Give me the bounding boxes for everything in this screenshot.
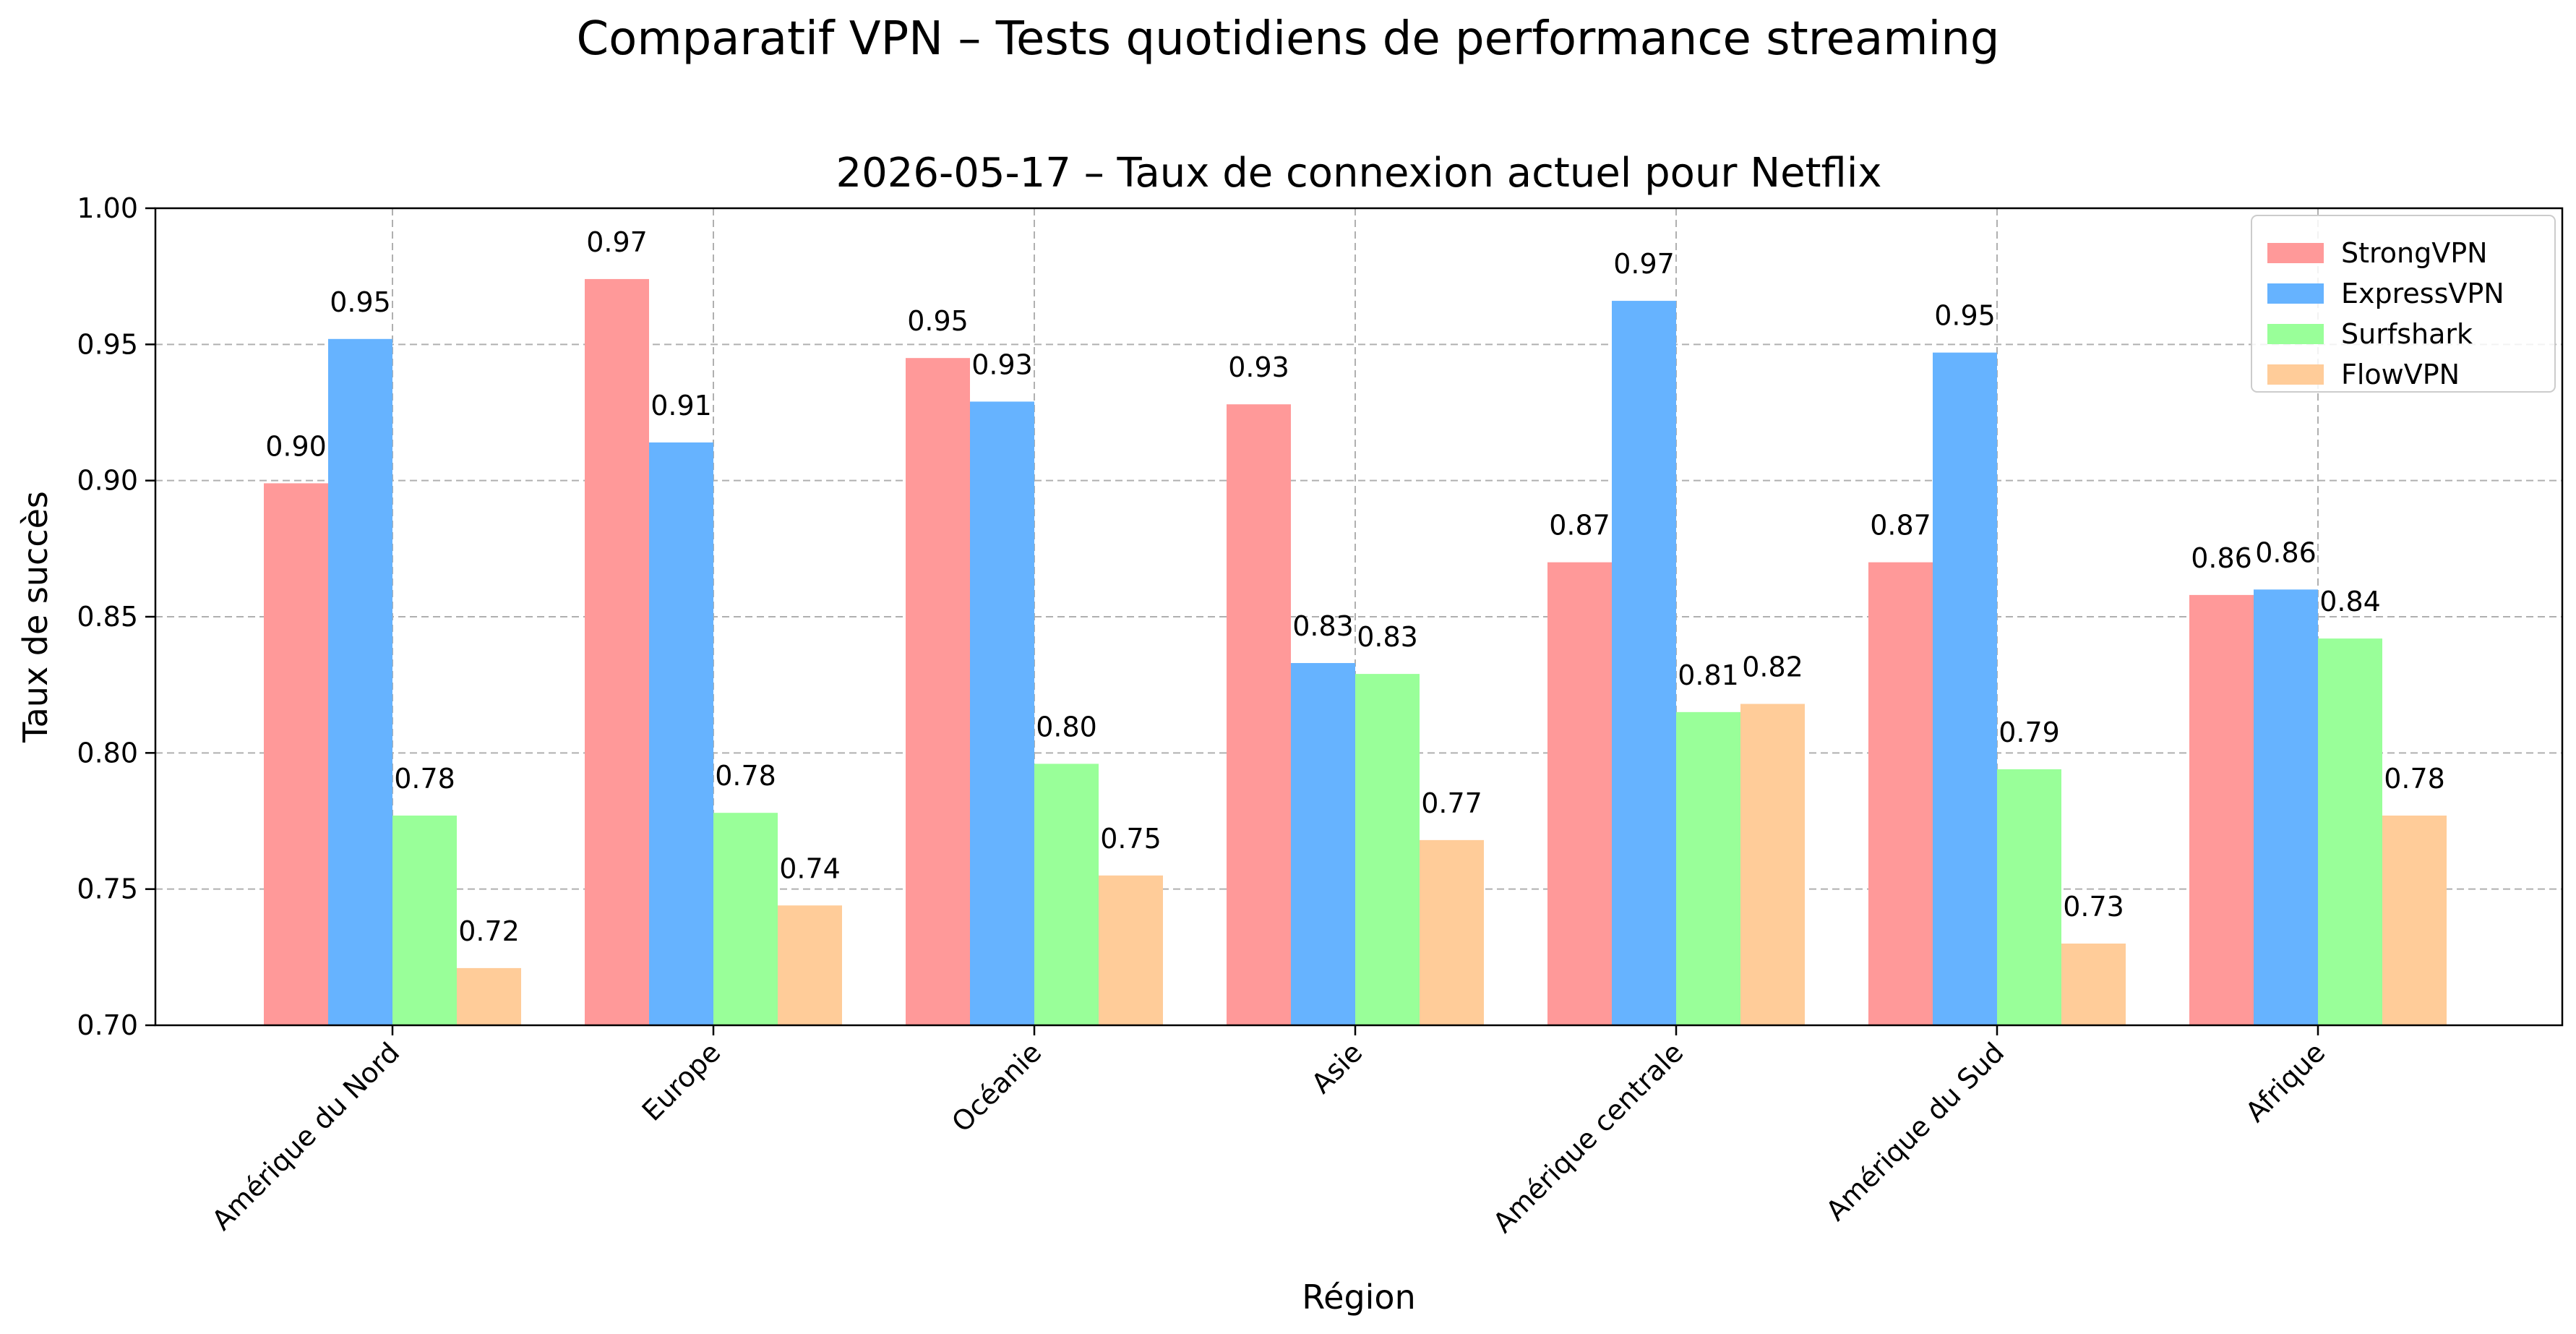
bar xyxy=(2189,594,2254,1025)
data-label: 0.72 xyxy=(458,915,520,947)
data-label: 0.97 xyxy=(1613,248,1675,280)
legend-label: FlowVPN xyxy=(2341,359,2460,390)
data-label: 0.77 xyxy=(1421,787,1482,819)
data-labels: 0.900.970.950.930.87 0.870.860.950.910.93… xyxy=(265,226,2445,947)
data-label: 0.83 xyxy=(1357,621,1418,653)
data-label: 0.95 xyxy=(907,305,969,337)
bar xyxy=(1997,769,2061,1025)
data-label: 0.97 xyxy=(586,226,648,258)
bar xyxy=(1099,875,1163,1025)
chart-suptitle: Comparatif VPN – Tests quotidiens de per… xyxy=(576,12,1999,66)
data-label: 0.73 xyxy=(2063,891,2124,923)
y-tick-label: 0.90 xyxy=(77,465,138,497)
bar xyxy=(906,358,970,1026)
bar xyxy=(2061,944,2126,1025)
y-tick-label: 1.00 xyxy=(77,192,138,224)
bar xyxy=(1227,404,1291,1025)
data-label: 0.78 xyxy=(715,760,776,792)
legend-label: Surfshark xyxy=(2341,318,2473,350)
legend-label: StrongVPN xyxy=(2341,237,2488,269)
y-tick-label: 0.85 xyxy=(77,601,138,633)
y-tick-label: 0.70 xyxy=(77,1009,138,1041)
data-label: 0.83 xyxy=(1292,610,1354,642)
bars xyxy=(264,278,2447,1026)
data-label: 0.95 xyxy=(1934,300,1996,332)
data-label: 0.95 xyxy=(330,286,391,318)
y-tick-label: 0.75 xyxy=(77,873,138,905)
bar xyxy=(1355,674,1420,1025)
bar xyxy=(1933,352,1997,1026)
bar xyxy=(1034,764,1099,1025)
bar xyxy=(2318,638,2382,1025)
bar xyxy=(649,442,713,1025)
legend-box xyxy=(2251,215,2556,393)
data-label: 0.79 xyxy=(1998,717,2060,748)
bar xyxy=(1420,839,1484,1025)
data-label: 0.87 xyxy=(1549,510,1610,542)
legend-swatch xyxy=(2267,324,2324,344)
bar xyxy=(457,967,521,1025)
bar xyxy=(1740,704,1805,1025)
y-axis: 0.70 0.75 0.80 0.85 0.90 0.95 1.00 xyxy=(77,192,155,1041)
data-label: 0.86 xyxy=(2255,536,2317,568)
data-label: 0.78 xyxy=(394,763,455,795)
y-axis-label: Taux de succès xyxy=(16,491,55,743)
data-label: 0.78 xyxy=(2384,763,2445,795)
x-axis-label: Région xyxy=(1302,1278,1415,1317)
data-label: 0.84 xyxy=(2319,586,2381,617)
legend: StrongVPN ExpressVPN Surfshark FlowVPN xyxy=(2251,215,2556,393)
data-label: 0.80 xyxy=(1036,711,1097,743)
data-label: 0.75 xyxy=(1100,823,1162,855)
bar xyxy=(778,905,842,1025)
legend-label: ExpressVPN xyxy=(2341,278,2504,309)
bar xyxy=(2382,815,2447,1025)
bar xyxy=(1612,301,1676,1026)
data-label: 0.91 xyxy=(651,390,712,422)
y-tick-label: 0.80 xyxy=(77,737,138,769)
data-label: 0.74 xyxy=(779,852,841,884)
data-label: 0.82 xyxy=(1742,651,1803,683)
bar xyxy=(1676,711,1740,1025)
legend-swatch xyxy=(2267,283,2324,304)
legend-swatch xyxy=(2267,243,2324,263)
data-label: 0.81 xyxy=(1678,659,1739,691)
bar xyxy=(1547,562,1612,1025)
y-tick-label: 0.95 xyxy=(77,328,138,360)
bar xyxy=(328,338,392,1025)
bar xyxy=(264,483,328,1025)
chart-title: 2026-05-17 – Taux de connexion actuel po… xyxy=(836,150,1881,197)
bar xyxy=(2254,589,2318,1025)
bar xyxy=(1291,663,1355,1025)
bar xyxy=(713,813,778,1025)
bar xyxy=(392,815,457,1025)
data-label: 0.86 xyxy=(2191,542,2252,574)
data-label: 0.93 xyxy=(1228,351,1289,383)
data-label: 0.90 xyxy=(265,430,327,462)
bar xyxy=(970,401,1034,1025)
data-label: 0.87 xyxy=(1870,510,1931,542)
data-label: 0.93 xyxy=(971,349,1033,380)
bar xyxy=(585,278,649,1025)
bar xyxy=(1868,562,1933,1025)
legend-swatch xyxy=(2267,364,2324,385)
